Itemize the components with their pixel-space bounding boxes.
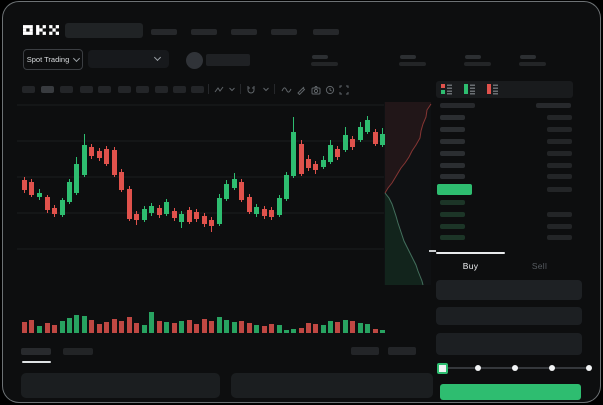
toolbar-divider (240, 84, 241, 94)
alert-icon[interactable] (325, 85, 335, 95)
buy-tab-indicator (436, 252, 505, 254)
bottom-action-2[interactable] (388, 347, 416, 355)
market-type-label: Spot Trading (26, 55, 70, 64)
volume-bars (22, 312, 385, 333)
interval-button[interactable] (60, 86, 73, 93)
orderbook-amount-cell[interactable] (547, 235, 572, 240)
orderbook-price-cell[interactable] (440, 139, 465, 144)
search-input[interactable] (65, 23, 143, 38)
orderbook-amount-cell[interactable] (547, 139, 572, 144)
orderbook-amount-cell[interactable] (547, 187, 572, 192)
nav-item-placeholder[interactable] (313, 29, 339, 35)
orderbook-price-cell[interactable] (440, 235, 465, 240)
orderbook-header-placeholder (536, 103, 571, 108)
nav-item-placeholder[interactable] (271, 29, 297, 35)
orderbook-price-cell[interactable] (440, 163, 465, 168)
orderbook-price-cell[interactable] (440, 151, 465, 156)
amount-field[interactable] (436, 307, 582, 325)
orderbook-amount-cell[interactable] (547, 212, 572, 217)
orderbook-header-placeholder (440, 103, 475, 108)
bottom-tab-2[interactable] (63, 348, 93, 355)
slider-stop-dot[interactable] (512, 365, 518, 371)
orderbook-price-cell[interactable] (440, 115, 465, 120)
price-chart[interactable] (3, 2, 600, 402)
chevron-down-icon[interactable] (262, 85, 270, 93)
chart-gridlines (17, 104, 431, 250)
interval-button[interactable] (191, 86, 204, 93)
pair-name-placeholder (206, 54, 250, 66)
buy-submit-button[interactable] (440, 384, 581, 400)
slider-stop-dot[interactable] (586, 365, 592, 371)
orderbook-price-cell[interactable] (440, 127, 465, 132)
indicator-icon[interactable] (214, 85, 224, 95)
orders-table-placeholder (21, 373, 220, 398)
orderbook-amount-cell[interactable] (547, 127, 572, 132)
stat-value-placeholder (464, 62, 491, 66)
interval-button[interactable] (98, 86, 111, 93)
okx-logo-glyph: OKX (23, 25, 59, 35)
draw-icon[interactable] (296, 85, 306, 95)
bottom-action-1[interactable] (351, 347, 379, 355)
slider-stop-dot[interactable] (475, 365, 481, 371)
chevron-down-icon[interactable] (228, 85, 236, 93)
book-asks-icon[interactable] (487, 83, 499, 95)
orderbook-amount-cell[interactable] (547, 115, 572, 120)
stat-label-placeholder (465, 55, 481, 59)
tab-sell[interactable]: Sell (531, 261, 548, 271)
orderbook-price-cell[interactable] (440, 174, 465, 179)
book-both-icon[interactable] (441, 83, 453, 95)
nav-item-placeholder[interactable] (231, 29, 257, 35)
bottom-tab-indicator (22, 361, 51, 363)
toolbar-divider (208, 84, 209, 94)
market-type-selector[interactable]: Spot Trading (23, 49, 83, 70)
pair-selector[interactable] (88, 50, 169, 68)
line-tool-icon[interactable] (281, 85, 292, 95)
stat-value-placeholder (399, 62, 426, 66)
orderbook-price-cell[interactable] (440, 212, 465, 217)
price-field[interactable] (436, 280, 582, 300)
nav-item-placeholder[interactable] (191, 29, 217, 35)
slider-stop-dot[interactable] (549, 365, 555, 371)
okx-logo[interactable]: OKX (23, 24, 59, 36)
stat-label-placeholder (312, 55, 328, 59)
nav-item-placeholder[interactable] (151, 29, 177, 35)
interval-button[interactable] (173, 86, 186, 93)
stat-label-placeholder (520, 55, 536, 59)
chevron-down-icon (73, 54, 81, 63)
orderbook-toolbar (436, 81, 573, 98)
book-bids-icon[interactable] (464, 83, 476, 95)
orderbook-amount-cell[interactable] (547, 163, 572, 168)
interval-button[interactable] (155, 86, 168, 93)
last-price-indicator (437, 184, 472, 195)
magnet-icon[interactable] (246, 85, 256, 95)
interval-button[interactable] (118, 86, 131, 93)
candles (22, 116, 385, 232)
interval-button[interactable] (80, 86, 93, 93)
bottom-tab-1[interactable] (21, 348, 51, 355)
toolbar-divider (274, 84, 275, 94)
stat-value-placeholder (519, 62, 546, 66)
tab-buy[interactable]: Buy (462, 261, 479, 271)
interval-button[interactable] (22, 86, 35, 93)
orderbook-price-cell[interactable] (440, 224, 465, 229)
orderbook-amount-cell[interactable] (547, 151, 572, 156)
orderbook-amount-cell[interactable] (547, 174, 572, 179)
stat-value-placeholder (311, 62, 338, 66)
fullscreen-icon[interactable] (339, 85, 349, 95)
slider-handle[interactable] (437, 363, 448, 374)
interval-button[interactable] (41, 86, 54, 93)
history-table-placeholder (231, 373, 433, 398)
pair-avatar (186, 52, 203, 69)
interval-button[interactable] (136, 86, 149, 93)
stat-label-placeholder (400, 55, 416, 59)
orderbook-amount-cell[interactable] (547, 224, 572, 229)
total-field[interactable] (436, 333, 582, 355)
camera-icon[interactable] (311, 85, 321, 95)
depth-panel (384, 102, 436, 286)
orderbook-price-cell[interactable] (440, 200, 465, 205)
chevron-down-icon (153, 53, 162, 62)
